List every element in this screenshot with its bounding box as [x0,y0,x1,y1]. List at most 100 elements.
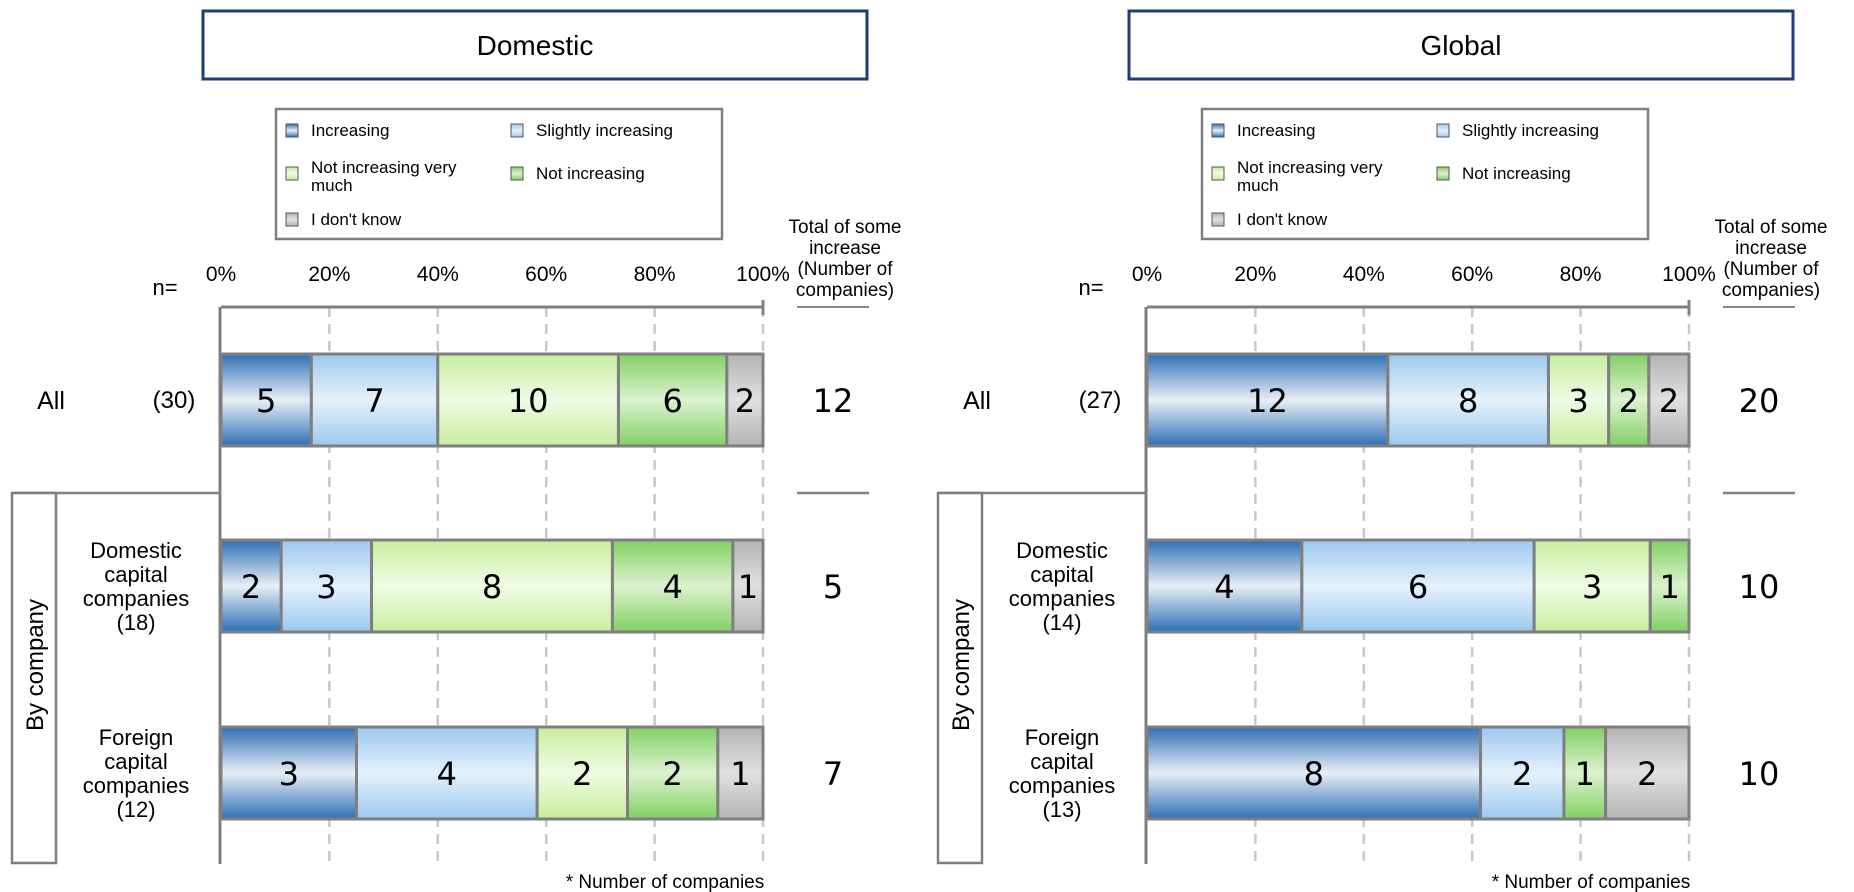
bar-i-don-t-know [1647,352,1691,448]
bar-increasing [219,538,283,634]
row-label: All [963,387,991,415]
bar-not-increasing-very-much [1546,352,1611,448]
bar-segment-increasing: 5 [219,352,313,448]
row-label: Domestic [1016,538,1108,563]
bar-not-increasing-very-much [535,725,630,821]
bar-segment-not-increasing-very-much: 2 [535,725,630,821]
legend-swatch [510,166,524,181]
n-label: n= [152,275,177,300]
footnote: * Number of companies [1492,872,1691,892]
legend-swatch [285,123,299,138]
bar-value-label: 1 [1659,568,1679,606]
bar-value-label: 10 [508,382,549,420]
legend-box [1200,107,1650,241]
total-header: (Number of [797,259,893,280]
bar-segment-not-increasing-very-much: 3 [1532,538,1652,634]
bar-value-label: 3 [279,755,299,793]
legend-box [274,107,724,241]
row-label: (13) [1042,797,1081,822]
bar-value-label: 3 [1568,382,1588,420]
legend-item-not-increasing: Not increasing [510,164,645,183]
row-label: capital [1030,562,1094,587]
bar-segment-not-increasing: 1 [1562,725,1608,821]
bar-value-label: 6 [1408,568,1428,606]
bar-increasing [1145,352,1390,448]
total-header: companies) [796,280,894,301]
bar-segment-increasing: 4 [1145,538,1304,634]
bar-value-label: 12 [1247,382,1288,420]
x-tick-label: 40% [417,263,459,286]
row-label: (18) [116,610,155,635]
by-company-label: By company [948,599,975,731]
bar-value-label: 8 [1304,755,1324,793]
bar-segment-not-increasing: 4 [610,538,735,634]
bar-segment-increasing: 8 [1145,725,1483,821]
by-company-label: By company [22,599,49,731]
row-label: companies [1009,586,1115,611]
row-n: (30) [153,387,196,414]
x-tick-label: 20% [308,263,350,286]
bar-value-label: 7 [364,382,384,420]
total-header: Total of some [1715,217,1828,238]
bar-segment-not-increasing: 2 [1607,352,1651,448]
legend-swatch [1211,123,1225,138]
row-total: 10 [1739,568,1780,606]
x-tick-label: 40% [1343,263,1385,286]
legend-label: Slightly increasing [536,121,673,140]
x-tick-label: 60% [525,263,567,286]
bar-value-label: 4 [662,568,682,606]
bar-value-label: 6 [662,382,682,420]
bar-i-don-t-know [731,538,765,634]
legend-label: Increasing [311,121,389,140]
bar-i-don-t-know [716,725,765,821]
row-label: Domestic [90,538,182,563]
x-tick-label: 20% [1234,263,1276,286]
row-label: (12) [116,797,155,822]
total-header: increase [809,238,881,259]
bar-slightly-increasing [1479,725,1566,821]
bar-not-increasing [616,352,729,448]
bar-segment-i-don-t-know: 2 [725,352,765,448]
legend-label: Not increasing [536,164,645,183]
legend-item-not-increasing: Not increasing [1436,164,1571,183]
total-header: increase [1735,238,1807,259]
total-header: Total of some [789,217,902,238]
bar-not-increasing [626,725,720,821]
legend-label: much [311,176,353,195]
bar-value-label: 2 [735,382,755,420]
by-company-box [936,491,984,865]
total-header: companies) [1722,280,1820,301]
legend-label: Not increasing very [311,158,457,177]
bar-value-label: 2 [1619,382,1639,420]
bar-segment-not-increasing-very-much: 8 [370,538,614,634]
bar-increasing [219,725,358,821]
legend-item-increasing: Increasing [1211,121,1315,140]
row-label: Foreign [99,725,174,750]
bar-increasing [1145,538,1304,634]
legend-label: Increasing [1237,121,1315,140]
bar-segment-increasing: 12 [1145,352,1390,448]
legend-swatch [1436,123,1450,138]
panel-title: Global [1421,30,1502,61]
legend-item-i-don-t-know: I don't know [1211,210,1328,229]
bar-increasing [1145,725,1483,821]
bar-value-label: 2 [1637,755,1657,793]
x-tick-label: 80% [634,263,676,286]
n-label: n= [1078,275,1103,300]
x-tick-label: 60% [1451,263,1493,286]
bar-segment-i-don-t-know: 1 [731,538,765,634]
legend-item-i-don-t-know: I don't know [285,210,402,229]
bar-value-label: 1 [730,755,750,793]
bar-value-label: 2 [662,755,682,793]
bar-value-label: 4 [437,755,457,793]
bar-segment-not-increasing-very-much: 10 [436,352,620,448]
bar-value-label: 5 [256,382,276,420]
row-total: 10 [1739,755,1780,793]
row-label: companies [83,586,189,611]
bar-increasing [219,352,313,448]
row-total: 20 [1739,382,1780,420]
legend-label: I don't know [311,210,402,229]
bar-segment-increasing: 2 [219,538,283,634]
